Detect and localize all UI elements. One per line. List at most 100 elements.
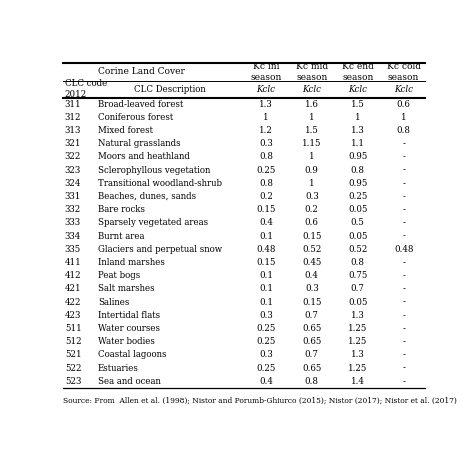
Text: Sclerophyllous vegetation: Sclerophyllous vegetation bbox=[98, 166, 210, 175]
Text: Glaciers and perpetual snow: Glaciers and perpetual snow bbox=[98, 245, 222, 254]
Text: 523: 523 bbox=[65, 377, 81, 386]
Text: 0.52: 0.52 bbox=[348, 245, 367, 254]
Text: 332: 332 bbox=[65, 205, 81, 214]
Text: 0.52: 0.52 bbox=[302, 245, 321, 254]
Text: 1: 1 bbox=[355, 113, 361, 122]
Text: 0.48: 0.48 bbox=[394, 245, 413, 254]
Text: 411: 411 bbox=[65, 258, 82, 267]
Text: Coniferous forest: Coniferous forest bbox=[98, 113, 173, 122]
Text: 0.4: 0.4 bbox=[259, 377, 273, 386]
Text: -: - bbox=[402, 364, 405, 373]
Text: 521: 521 bbox=[65, 350, 82, 359]
Text: Broad-leaved forest: Broad-leaved forest bbox=[98, 100, 183, 109]
Text: -: - bbox=[402, 377, 405, 386]
Text: Peat bogs: Peat bogs bbox=[98, 271, 140, 280]
Text: 1.3: 1.3 bbox=[259, 100, 273, 109]
Text: -: - bbox=[402, 285, 405, 293]
Text: 0.25: 0.25 bbox=[256, 364, 275, 373]
Text: -: - bbox=[402, 139, 405, 148]
Text: 0.95: 0.95 bbox=[348, 152, 367, 161]
Text: Beaches, dunes, sands: Beaches, dunes, sands bbox=[98, 192, 196, 201]
Text: 1.2: 1.2 bbox=[259, 126, 273, 135]
Text: Inland marshes: Inland marshes bbox=[98, 258, 164, 267]
Text: Mixed forest: Mixed forest bbox=[98, 126, 153, 135]
Text: 0.2: 0.2 bbox=[259, 192, 273, 201]
Text: 334: 334 bbox=[65, 232, 81, 240]
Text: -: - bbox=[402, 350, 405, 359]
Text: 1.5: 1.5 bbox=[305, 126, 319, 135]
Text: -: - bbox=[402, 152, 405, 161]
Text: 0.1: 0.1 bbox=[259, 271, 273, 280]
Text: 0.75: 0.75 bbox=[348, 271, 367, 280]
Text: -: - bbox=[402, 271, 405, 280]
Text: Kclc: Kclc bbox=[302, 85, 321, 94]
Text: 0.65: 0.65 bbox=[302, 324, 321, 333]
Text: 0.8: 0.8 bbox=[259, 179, 273, 188]
Text: Transitional woodland-shrub: Transitional woodland-shrub bbox=[98, 179, 222, 188]
Text: 0.15: 0.15 bbox=[302, 298, 321, 307]
Text: -: - bbox=[402, 218, 405, 227]
Text: 0.4: 0.4 bbox=[259, 218, 273, 227]
Text: 1: 1 bbox=[401, 113, 406, 122]
Text: -: - bbox=[402, 179, 405, 188]
Text: Natural grasslands: Natural grasslands bbox=[98, 139, 181, 148]
Text: 0.7: 0.7 bbox=[305, 311, 319, 320]
Text: Coastal lagoons: Coastal lagoons bbox=[98, 350, 166, 359]
Text: Bare rocks: Bare rocks bbox=[98, 205, 145, 214]
Text: Salt marshes: Salt marshes bbox=[98, 285, 155, 293]
Text: 412: 412 bbox=[65, 271, 82, 280]
Text: 0.65: 0.65 bbox=[302, 337, 321, 346]
Text: Kc end
season: Kc end season bbox=[342, 62, 374, 82]
Text: 0.6: 0.6 bbox=[397, 100, 410, 109]
Text: 0.4: 0.4 bbox=[305, 271, 319, 280]
Text: 1.25: 1.25 bbox=[348, 337, 367, 346]
Text: 1.4: 1.4 bbox=[351, 377, 365, 386]
Text: Kclc: Kclc bbox=[256, 85, 275, 94]
Text: 0.7: 0.7 bbox=[351, 285, 365, 293]
Text: 0.65: 0.65 bbox=[302, 364, 321, 373]
Text: 0.15: 0.15 bbox=[256, 205, 276, 214]
Text: 511: 511 bbox=[65, 324, 82, 333]
Text: 0.45: 0.45 bbox=[302, 258, 321, 267]
Text: -: - bbox=[402, 205, 405, 214]
Text: 423: 423 bbox=[65, 311, 81, 320]
Text: 0.8: 0.8 bbox=[351, 166, 365, 175]
Text: -: - bbox=[402, 298, 405, 307]
Text: 1: 1 bbox=[309, 152, 315, 161]
Text: Estuaries: Estuaries bbox=[98, 364, 139, 373]
Text: 0.9: 0.9 bbox=[305, 166, 319, 175]
Text: 1: 1 bbox=[263, 113, 269, 122]
Text: Kc ini
season: Kc ini season bbox=[250, 62, 282, 82]
Text: 0.5: 0.5 bbox=[351, 218, 365, 227]
Text: Water courses: Water courses bbox=[98, 324, 160, 333]
Text: 0.25: 0.25 bbox=[348, 192, 367, 201]
Text: Sea and ocean: Sea and ocean bbox=[98, 377, 161, 386]
Text: Burnt area: Burnt area bbox=[98, 232, 144, 240]
Text: 0.25: 0.25 bbox=[256, 324, 275, 333]
Text: 522: 522 bbox=[65, 364, 81, 373]
Text: -: - bbox=[402, 232, 405, 240]
Text: Intertidal flats: Intertidal flats bbox=[98, 311, 160, 320]
Text: Corine Land Cover: Corine Land Cover bbox=[98, 67, 185, 76]
Text: Salines: Salines bbox=[98, 298, 129, 307]
Text: 1.5: 1.5 bbox=[351, 100, 365, 109]
Text: 313: 313 bbox=[65, 126, 81, 135]
Text: 0.05: 0.05 bbox=[348, 298, 367, 307]
Text: 0.2: 0.2 bbox=[305, 205, 319, 214]
Text: Kc cold
season: Kc cold season bbox=[387, 62, 420, 82]
Text: -: - bbox=[402, 258, 405, 267]
Text: 0.48: 0.48 bbox=[256, 245, 276, 254]
Text: -: - bbox=[402, 192, 405, 201]
Text: Source: From  Allen et al. (1998); Nistor and Porumb-Ghiurco (2015); Nistor (201: Source: From Allen et al. (1998); Nistor… bbox=[63, 396, 457, 405]
Text: 1.3: 1.3 bbox=[351, 311, 365, 320]
Text: 1.3: 1.3 bbox=[351, 126, 365, 135]
Text: 0.3: 0.3 bbox=[259, 311, 273, 320]
Text: 0.3: 0.3 bbox=[305, 192, 319, 201]
Text: 0.3: 0.3 bbox=[259, 139, 273, 148]
Text: 0.7: 0.7 bbox=[305, 350, 319, 359]
Text: 1.15: 1.15 bbox=[302, 139, 321, 148]
Text: 0.8: 0.8 bbox=[397, 126, 410, 135]
Text: 0.1: 0.1 bbox=[259, 232, 273, 240]
Text: 335: 335 bbox=[65, 245, 81, 254]
Text: 1: 1 bbox=[309, 113, 315, 122]
